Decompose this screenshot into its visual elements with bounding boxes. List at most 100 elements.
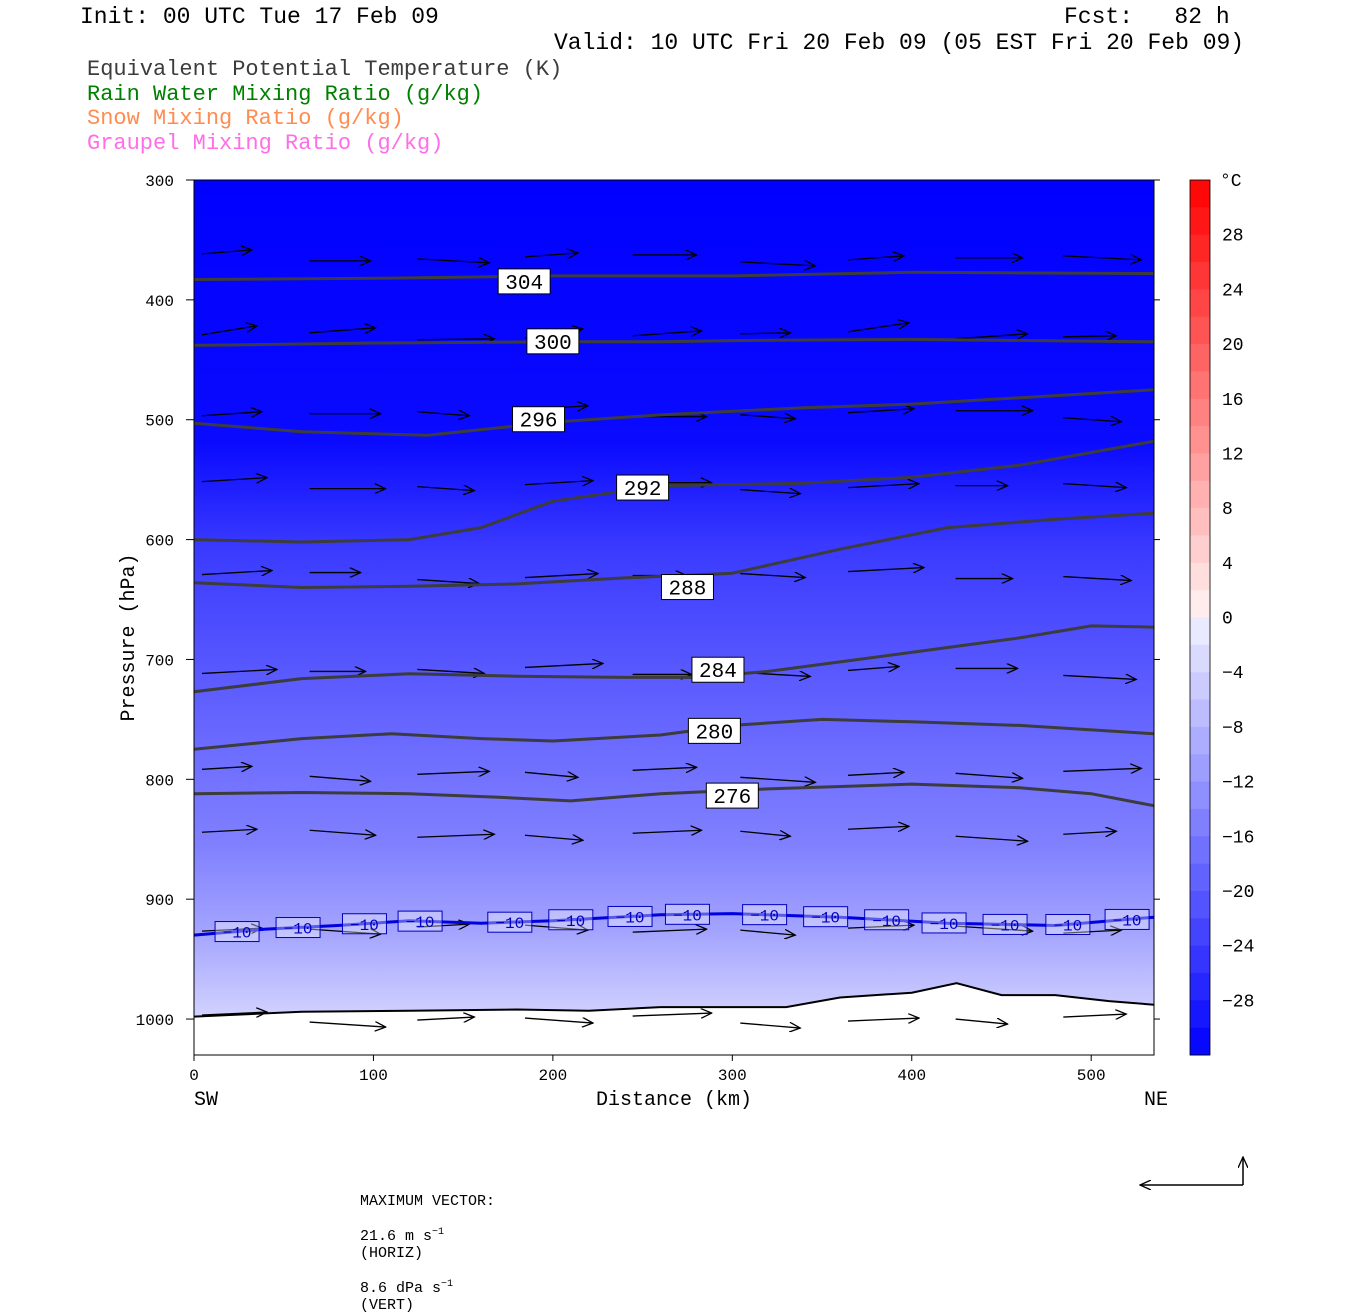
isotherm-label-text: −10 xyxy=(673,907,702,925)
theta-e-label-box xyxy=(512,406,566,433)
legend-graupel: Graupel Mixing Ratio (g/kg) xyxy=(87,131,444,156)
isotherm-label-box xyxy=(341,913,387,935)
isotherm-label-box xyxy=(1045,913,1091,935)
colorbar-swatch xyxy=(1190,207,1210,236)
wind-vector xyxy=(201,766,252,769)
wind-vector xyxy=(417,339,494,340)
colorbar-tick-label: −4 xyxy=(1222,664,1244,684)
colorbar-swatch xyxy=(1190,672,1210,701)
colorbar-swatch xyxy=(1190,508,1210,536)
wind-vector xyxy=(201,928,262,931)
isotherm-label: −10 xyxy=(548,909,594,931)
colorbar-swatch xyxy=(1190,562,1210,591)
isotherm-label: −10 xyxy=(742,904,788,926)
theta-e-contour xyxy=(193,388,1155,437)
wind-vector xyxy=(847,568,924,572)
wind-vector xyxy=(201,829,257,832)
y-tick-label: 1000 xyxy=(136,1012,174,1030)
theta-e-contour xyxy=(193,717,1155,751)
isotherm-label: −10 xyxy=(982,913,1028,935)
legend-theta-e: Equivalent Potential Temperature (K) xyxy=(87,57,563,82)
isotherm-label: −10 xyxy=(397,910,443,932)
colorbar-tick-label: 20 xyxy=(1222,336,1244,356)
forecast-hour: Fcst: 82 h xyxy=(1064,4,1230,30)
wind-vector xyxy=(201,412,262,416)
wind-vector xyxy=(417,924,469,927)
max-vector-horiz-unit: (HORIZ) xyxy=(360,1245,424,1262)
theta-e-label-box xyxy=(497,268,551,295)
theta-e-label-text: 304 xyxy=(505,273,543,296)
wind-vector xyxy=(847,826,909,829)
isotherm-label-text: −10 xyxy=(750,908,779,926)
temperature-shading xyxy=(194,180,1154,1055)
wind-vector xyxy=(740,262,815,266)
theta-e-contour xyxy=(193,270,1155,281)
isotherm-label-text: −10 xyxy=(350,917,379,935)
isotherm-label-box xyxy=(548,909,594,931)
sw-end-label: SW xyxy=(194,1089,218,1112)
theta-e-label-text: 292 xyxy=(624,479,662,502)
isotherm-label-text: −10 xyxy=(406,914,435,932)
wind-vector xyxy=(1063,418,1121,422)
isotherm-label-box xyxy=(1104,908,1150,930)
x-tick-label: 300 xyxy=(718,1067,747,1085)
colorbar-swatch xyxy=(1190,808,1210,837)
wind-vector xyxy=(524,253,578,257)
x-tick-label: 400 xyxy=(897,1067,926,1085)
wind-vector xyxy=(632,1013,712,1016)
wind-vector xyxy=(417,259,489,263)
valid-time: Valid: 10 UTC Fri 20 Feb 09 (05 EST Fri … xyxy=(554,30,1245,56)
colorbar-swatch xyxy=(1190,1000,1210,1029)
isotherm-label: −10 xyxy=(341,913,387,935)
theta-e-contour-label: 284 xyxy=(691,656,745,684)
theta-e-label-box xyxy=(660,574,714,601)
wind-vector xyxy=(740,574,805,578)
isotherm-label-box xyxy=(397,910,443,932)
isotherm-label: −10 xyxy=(921,912,967,934)
wind-vector xyxy=(417,834,494,837)
colorbar-swatch xyxy=(1190,180,1210,208)
ground-region xyxy=(194,983,1154,1055)
theta-e-contour-label: 300 xyxy=(526,328,580,356)
theta-e-label-text: 296 xyxy=(520,411,558,434)
wind-vector xyxy=(201,571,272,575)
colorbar-tick-label: 16 xyxy=(1222,391,1244,411)
y-tick-label: 300 xyxy=(145,173,174,191)
surface-line xyxy=(193,982,1155,1018)
isotherm-label-box xyxy=(214,921,260,943)
wind-vector xyxy=(632,331,702,336)
wind-vector xyxy=(1063,675,1136,679)
ne-end-label: NE xyxy=(1144,1089,1168,1112)
y-tick-label: 400 xyxy=(145,293,174,311)
isotherm-label: −10 xyxy=(275,917,321,939)
wind-vector xyxy=(201,326,257,336)
wind-vector xyxy=(955,334,1028,339)
colorbar-swatch xyxy=(1190,863,1210,892)
max-vector-horiz-exponent: −1 xyxy=(432,1227,445,1238)
colorbar-swatch xyxy=(1190,781,1210,810)
theta-e-label-text: 280 xyxy=(695,722,733,745)
colorbar-tick-label: −28 xyxy=(1222,992,1254,1012)
wind-vector xyxy=(201,250,252,254)
colorbar-swatch xyxy=(1190,344,1210,372)
wind-vector xyxy=(524,663,603,667)
isotherm-label: −10 xyxy=(607,905,653,927)
wind-vector xyxy=(309,776,371,781)
wind-vector xyxy=(524,772,578,777)
y-tick-label: 500 xyxy=(145,413,174,431)
colorbar-swatch xyxy=(1190,890,1210,919)
wind-vector xyxy=(417,771,489,774)
isotherm-label: −10 xyxy=(664,903,710,925)
y-axis-label: Pressure (hPa) xyxy=(118,553,141,721)
colorbar-tick-label: −20 xyxy=(1222,883,1254,903)
wind-vector xyxy=(524,835,583,840)
x-tick-label: 0 xyxy=(189,1067,199,1085)
max-vector-vert-unit: (VERT) xyxy=(360,1297,415,1314)
isotherm-label-text: −10 xyxy=(872,913,901,931)
colorbar-swatch xyxy=(1190,535,1210,564)
isotherm-label-box xyxy=(742,904,788,926)
theta-e-label-box xyxy=(526,328,580,355)
isotherm-label: −10 xyxy=(1045,913,1091,935)
colorbar-swatch xyxy=(1190,699,1210,728)
wind-vector xyxy=(955,1019,1008,1024)
